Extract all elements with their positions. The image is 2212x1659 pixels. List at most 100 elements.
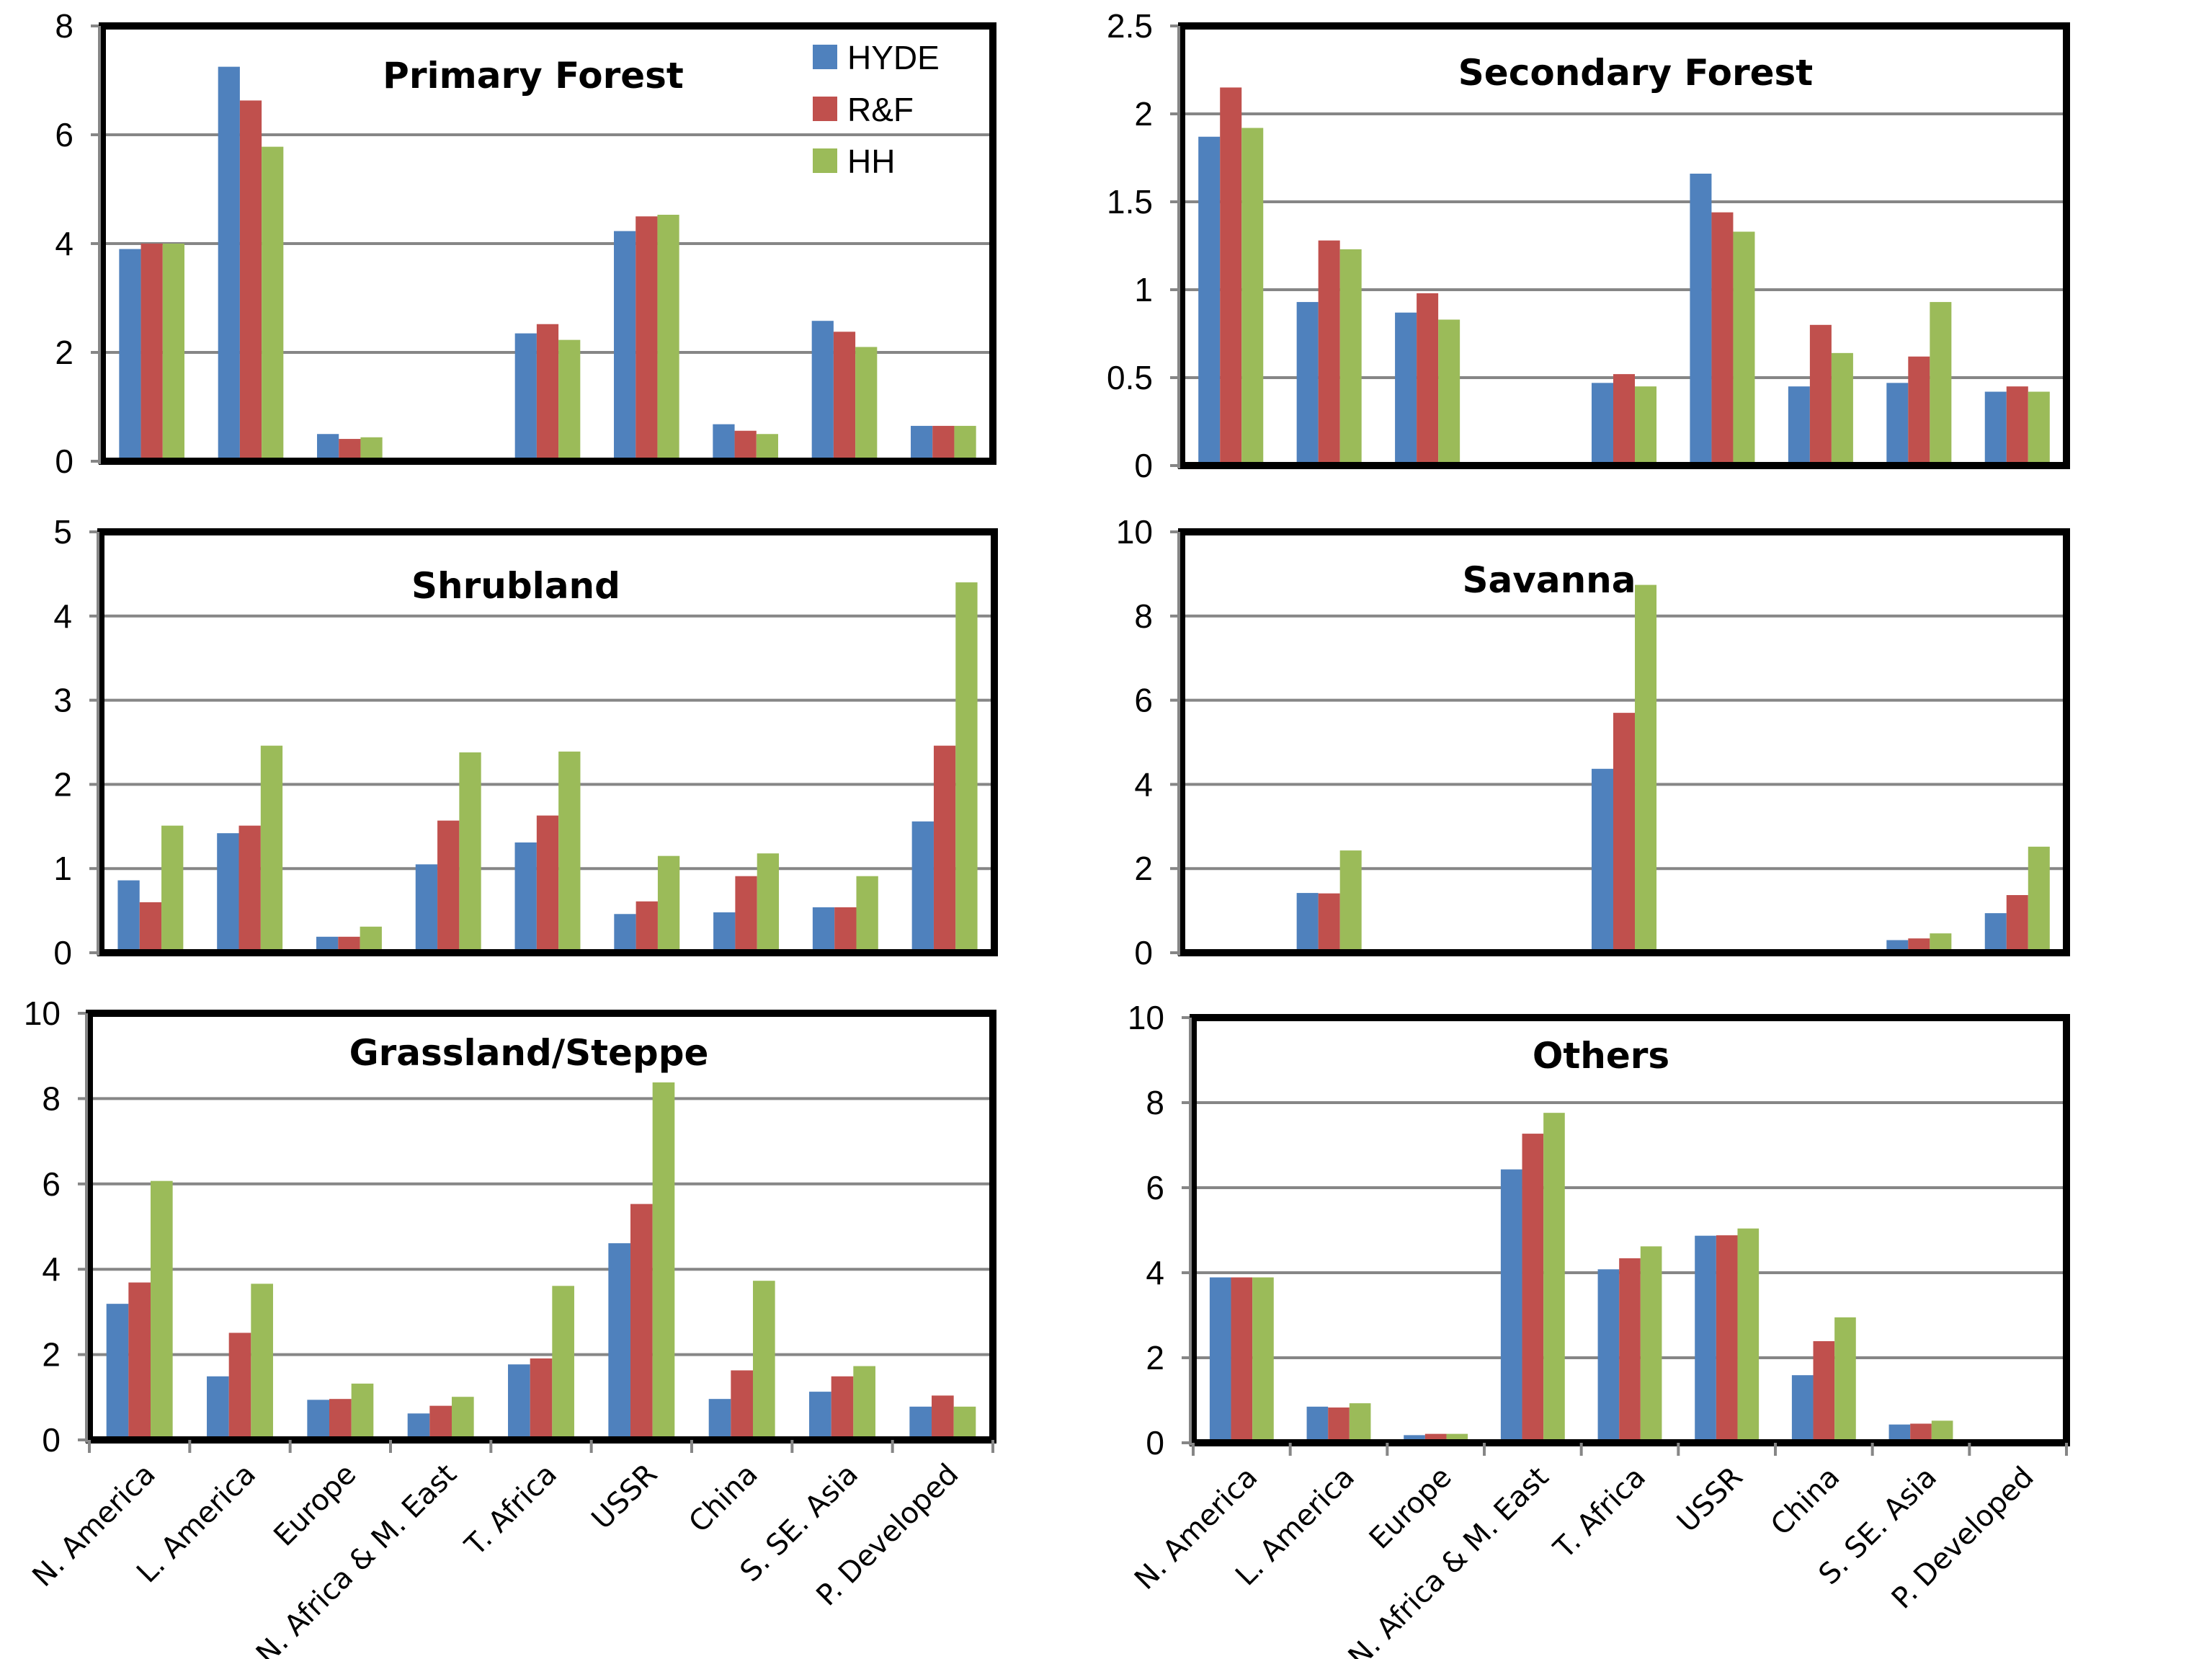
bar-hh-7	[855, 347, 878, 461]
bar-rf-5	[635, 216, 658, 461]
bar-hyde-1	[1296, 302, 1319, 466]
y-tick-label: 2	[1134, 95, 1153, 133]
bar-rf-0	[141, 244, 163, 461]
x-category-label: T. Africa	[1547, 1461, 1652, 1566]
bar-hyde-6	[708, 1399, 731, 1440]
bar-hh-6	[1831, 352, 1853, 466]
y-tick-label: 0.5	[1107, 359, 1153, 396]
bar-hyde-4	[514, 842, 537, 953]
bar-hyde-0	[117, 880, 140, 953]
bar-rf-6	[1813, 1340, 1835, 1443]
y-tick-label: 1	[1134, 271, 1153, 308]
bar-hh-4	[1635, 386, 1657, 466]
bar-rf-1	[228, 1333, 251, 1440]
bar-hh-5	[657, 214, 679, 461]
y-tick-label: 4	[55, 225, 73, 262]
panel-title: Primary Forest	[383, 55, 684, 97]
bar-hyde-5	[614, 231, 636, 461]
bar-hh-6	[756, 434, 778, 461]
bar-hyde-0	[1209, 1277, 1231, 1443]
bar-hh-3	[1543, 1113, 1565, 1443]
legend-label: HYDE	[847, 39, 940, 76]
plot-frame	[86, 1010, 996, 1444]
bar-rf-4	[536, 815, 559, 953]
bar-hyde-8	[911, 425, 933, 461]
y-tick-label: 6	[1134, 682, 1153, 719]
bar-hyde-2	[317, 434, 339, 461]
bar-hyde-5	[1695, 1235, 1716, 1443]
bar-hh-1	[251, 1284, 273, 1440]
bar-hh-2	[360, 437, 383, 461]
y-tick-label: 0	[1134, 934, 1153, 971]
x-category-label: N. Africa & M. East	[250, 1458, 463, 1659]
bar-hyde-4	[1591, 383, 1613, 466]
y-tick-label: 10	[1128, 999, 1164, 1036]
y-tick-label: 2	[53, 765, 72, 803]
legend-swatch-hh	[813, 148, 837, 173]
bar-rf-6	[731, 1370, 753, 1440]
bar-rf-8	[2006, 386, 2028, 466]
x-category-label: China	[682, 1458, 764, 1539]
y-tick-label: 2.5	[1107, 7, 1153, 45]
y-tick-label: 10	[24, 995, 61, 1032]
plot-frame	[1178, 528, 2070, 956]
x-category-label: China	[1765, 1461, 1846, 1542]
y-tick-label: 4	[53, 597, 72, 635]
bar-hyde-6	[713, 424, 735, 461]
panel-title: Shrubland	[411, 565, 620, 607]
bar-hh-4	[1640, 1246, 1662, 1443]
bar-rf-2	[338, 936, 360, 953]
bar-hh-6	[1834, 1317, 1856, 1443]
bar-rf-3	[437, 820, 460, 953]
bar-rf-6	[1809, 324, 1832, 466]
bar-hyde-7	[809, 1392, 831, 1440]
bar-hh-8	[2028, 846, 2050, 953]
x-category-label: USSR	[1671, 1461, 1749, 1539]
bar-hh-5	[1733, 231, 1755, 466]
bar-rf-7	[831, 1376, 854, 1440]
bar-hyde-5	[608, 1243, 631, 1440]
bar-hyde-1	[217, 833, 239, 953]
legend-label: HH	[847, 143, 895, 180]
panel-title: Grassland/Steppe	[349, 1032, 709, 1074]
bar-rf-0	[128, 1282, 151, 1440]
y-tick-label: 5	[53, 513, 72, 551]
bar-rf-4	[530, 1358, 553, 1440]
bar-hh-8	[953, 1406, 976, 1440]
bar-rf-3	[429, 1405, 452, 1440]
y-tick-label: 6	[1146, 1169, 1164, 1206]
bar-hyde-2	[307, 1400, 330, 1440]
y-tick-label: 8	[55, 7, 73, 45]
y-tick-label: 8	[1146, 1084, 1164, 1121]
y-tick-label: 2	[42, 1336, 61, 1374]
bar-hyde-3	[1500, 1169, 1522, 1443]
legend-swatch-rf	[813, 97, 837, 121]
bar-rf-1	[239, 100, 262, 461]
bar-hh-5	[652, 1082, 675, 1440]
bar-hh-8	[2028, 391, 2050, 466]
bar-rf-7	[834, 907, 857, 953]
y-tick-label: 4	[1134, 765, 1153, 803]
y-tick-label: 8	[1134, 597, 1153, 635]
plot-frame	[1178, 22, 2070, 469]
legend: HYDE R&F HH	[813, 39, 940, 180]
legend-label: R&F	[847, 91, 914, 128]
bar-hyde-1	[207, 1376, 229, 1440]
y-tick-label: 0	[55, 442, 73, 480]
bar-hyde-6	[713, 912, 736, 953]
bar-hh-0	[1241, 128, 1264, 466]
bar-rf-5	[635, 901, 658, 953]
bar-hh-5	[657, 855, 680, 953]
bar-hyde-4	[508, 1364, 530, 1440]
bar-rf-5	[630, 1204, 653, 1440]
bar-rf-7	[833, 332, 856, 461]
legend-swatch-hyde	[813, 45, 837, 69]
y-tick-label: 10	[1116, 513, 1153, 551]
bar-hyde-6	[1791, 1375, 1814, 1443]
bar-rf-8	[932, 1395, 954, 1440]
plot-frame	[99, 22, 996, 465]
bar-hh-2	[351, 1383, 374, 1440]
y-tick-label: 1	[53, 850, 72, 887]
bar-hh-4	[558, 751, 581, 953]
